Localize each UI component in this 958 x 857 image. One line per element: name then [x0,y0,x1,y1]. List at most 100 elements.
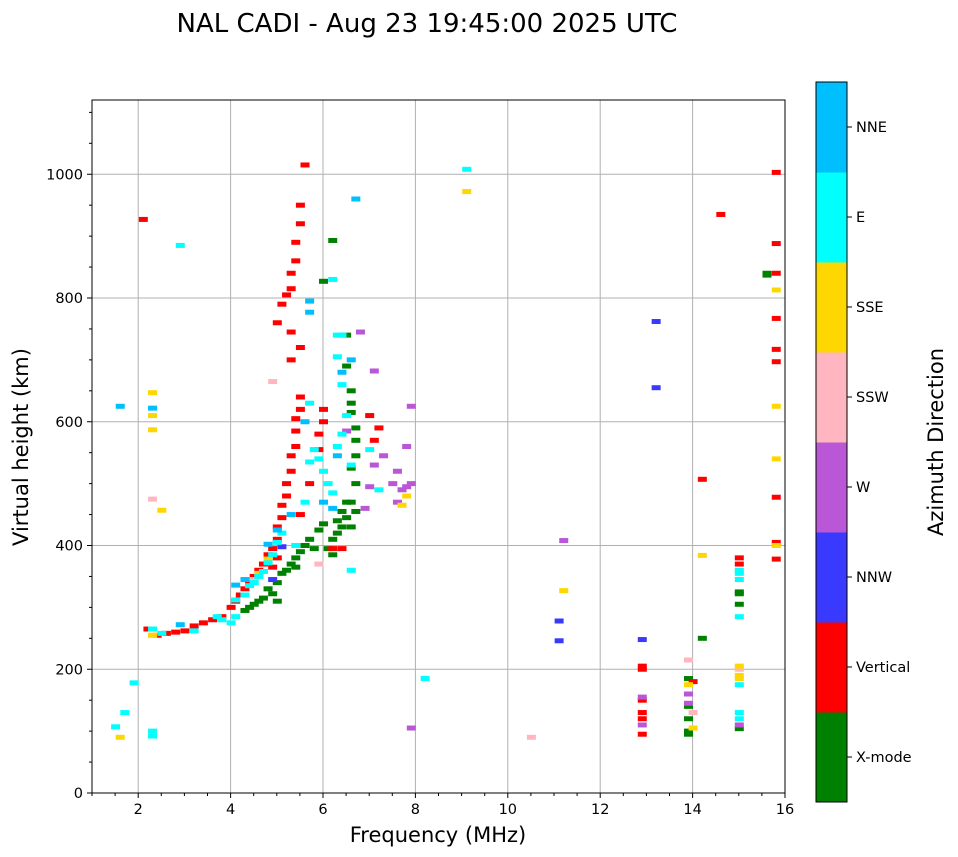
echo-point [683,728,693,734]
echo-point [217,617,227,623]
echo-point [734,710,744,716]
echo-point [148,413,158,419]
y-tick-label: 1000 [46,167,83,183]
echo-point [734,570,744,576]
echo-point [402,493,412,499]
colorbar-label: SSW [856,390,889,406]
echo-point [138,216,148,222]
echo-point [314,447,324,453]
echo-point [148,733,158,739]
echo-point [161,630,171,636]
echo-point [462,189,472,195]
echo-point [734,601,744,607]
echo-point [342,363,352,369]
echo-point [291,564,301,570]
echo-point [226,620,236,626]
echo-point [286,329,296,335]
echo-point [402,484,412,490]
echo-point [734,682,744,688]
echo-point [249,577,259,583]
echo-point [240,592,250,598]
echo-point [734,663,744,669]
echo-point [554,638,564,644]
echo-point [762,270,772,276]
echo-point [268,564,278,570]
echo-point [771,543,781,548]
echo-point [258,561,268,567]
echo-point [332,518,342,524]
echo-point [314,527,324,533]
echo-point [272,524,282,530]
echo-point [254,573,264,579]
echo-point [716,211,726,217]
colorbar-segment-nne [816,82,847,173]
echo-point [332,453,342,459]
echo-point [734,577,744,583]
echo-point [111,724,121,730]
echo-point [559,588,569,594]
echo-point [388,481,398,487]
echo-point [240,586,250,592]
echo-point [277,544,287,550]
echo-point [305,459,315,465]
echo-point [129,680,139,686]
x-axis-ticks: 2 4 6 8 10 12 14 16 [91,793,794,818]
y-tick-label: 600 [55,415,83,431]
echo-point [637,663,647,669]
echo-point [374,425,384,431]
echo-point [305,481,315,487]
echo-point [346,524,356,530]
echo-point [554,618,564,624]
series-vertical [138,162,781,737]
colorbar-title: Azimuth Direction [924,348,948,536]
echo-point [272,555,282,561]
echo-point [286,468,296,474]
echo-point [332,354,342,360]
echo-point [379,453,389,459]
echo-point [332,332,342,338]
echo-point [369,368,379,374]
echo-point [148,390,158,396]
echo-point [369,462,379,468]
echo-point [272,598,282,604]
echo-point [231,582,241,588]
echo-point [346,567,356,573]
echo-point [258,568,268,574]
plot-background [92,100,785,793]
echo-point [559,538,569,544]
echo-point [328,490,338,496]
echo-point [240,607,250,613]
echo-point [771,403,781,409]
series-nne [115,196,361,628]
echo-point [346,462,356,468]
echo-point [734,561,744,567]
echo-point [328,237,338,243]
echo-point [245,583,255,589]
echo-point [319,419,328,425]
y-tick-label: 400 [55,539,83,555]
echo-point [771,494,781,500]
echo-point [342,332,352,338]
echo-point [637,716,647,722]
echo-point [268,577,278,583]
echo-point [734,716,744,722]
echo-point [683,703,693,709]
echo-point [332,444,342,449]
echo-point [462,166,472,172]
echo-point [683,676,693,682]
echo-point [365,413,375,419]
colorbar-segment-e [816,172,847,263]
echo-point [637,731,647,737]
echo-point [175,242,185,248]
echo-point [351,425,361,431]
echo-point [374,487,384,493]
echo-point [406,481,416,487]
echo-point [771,169,781,175]
colorbar-label: SSE [856,300,884,316]
echo-point [231,614,241,620]
echo-point [148,405,158,411]
echo-point [771,456,781,462]
echo-point [291,444,301,449]
echo-point [189,628,199,634]
